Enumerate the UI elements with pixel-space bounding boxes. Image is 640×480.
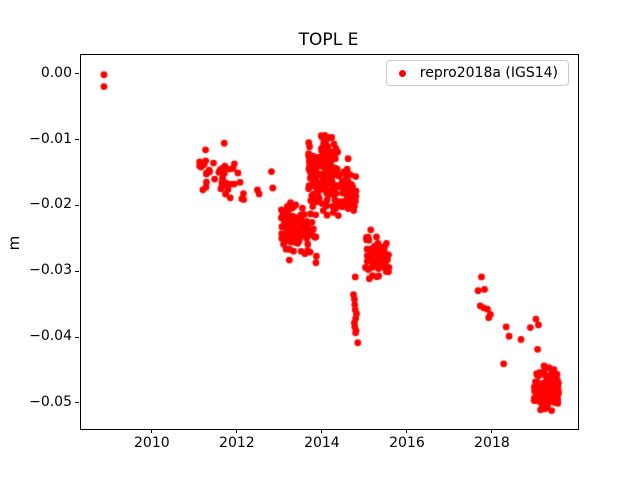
y-tick-label: −0.02 [29,196,72,213]
x-tick-mark [236,429,238,433]
plot-area: repro2018a (IGS14) [80,54,579,430]
x-tick-label: 2016 [389,435,425,451]
x-tick-mark [491,429,493,433]
x-tick-mark [321,429,323,433]
x-tick-label: 2018 [474,435,510,451]
y-tick-label: 0.00 [40,64,72,81]
y-tick-mark [75,336,79,338]
y-axis-label: m [5,235,23,251]
y-tick-mark [75,204,79,206]
legend-label: repro2018a (IGS14) [419,65,558,81]
y-tick-label: −0.03 [29,262,72,279]
legend: repro2018a (IGS14) [385,60,569,86]
x-tick-label: 2010 [134,435,170,451]
x-tick-label: 2012 [219,435,255,451]
scatter-canvas [81,55,578,429]
y-tick-mark [75,73,79,75]
y-tick-mark [75,270,79,272]
legend-marker-icon [398,69,406,77]
y-tick-label: −0.04 [29,328,72,345]
y-tick-mark [75,139,79,141]
y-tick-mark [75,402,79,404]
y-tick-label: −0.01 [29,130,72,147]
x-tick-mark [151,429,153,433]
x-tick-mark [406,429,408,433]
x-tick-label: 2014 [304,435,340,451]
y-tick-label: −0.05 [29,393,72,410]
chart-title: TOPL E [298,30,359,50]
